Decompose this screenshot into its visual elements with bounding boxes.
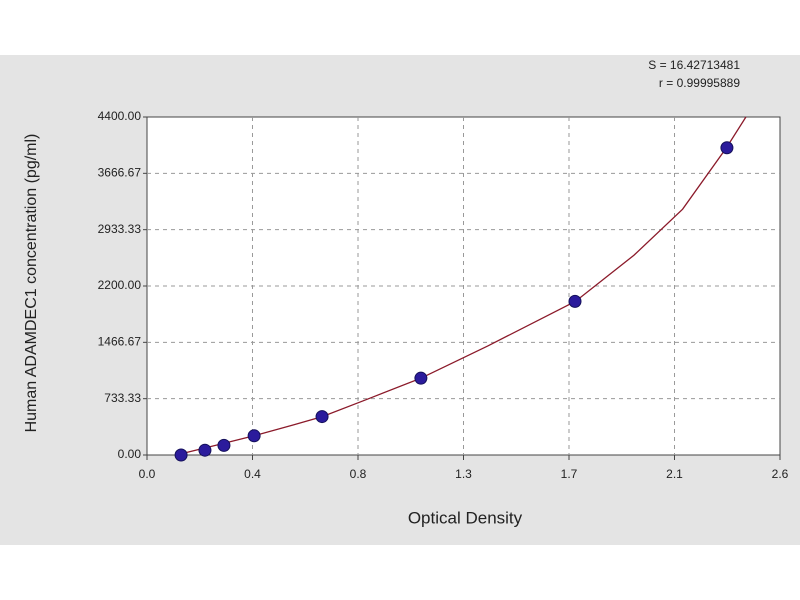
x-tick-label: 0.0: [139, 467, 156, 481]
x-axis-label: Optical Density: [408, 508, 523, 527]
y-tick-label: 0.00: [118, 447, 142, 461]
y-tick-label: 1466.67: [98, 335, 142, 349]
y-tick-label: 4400.00: [98, 109, 142, 123]
y-tick-label: 733.33: [104, 391, 141, 405]
data-point: [568, 294, 582, 308]
y-axis-label: Human ADAMDEC1 concentration (pg/ml): [23, 134, 40, 433]
data-point: [217, 438, 231, 452]
y-tick-label: 3666.67: [98, 166, 142, 180]
x-tick-label: 0.8: [350, 467, 367, 481]
x-tick-label: 2.6: [772, 467, 789, 481]
data-point: [414, 371, 428, 385]
annotation: S = 16.42713481: [648, 58, 740, 72]
x-tick-label: 0.4: [244, 467, 261, 481]
data-point: [720, 141, 734, 155]
x-tick-label: 2.1: [666, 467, 683, 481]
y-tick-label: 2200.00: [98, 278, 142, 292]
data-point: [247, 429, 261, 443]
x-tick-label: 1.3: [455, 467, 472, 481]
data-point: [174, 448, 188, 462]
y-tick-label: 2933.33: [98, 222, 142, 236]
x-tick-label: 1.7: [561, 467, 578, 481]
data-point: [315, 410, 329, 424]
data-point: [198, 443, 212, 457]
annotation: r = 0.99995889: [659, 76, 740, 90]
